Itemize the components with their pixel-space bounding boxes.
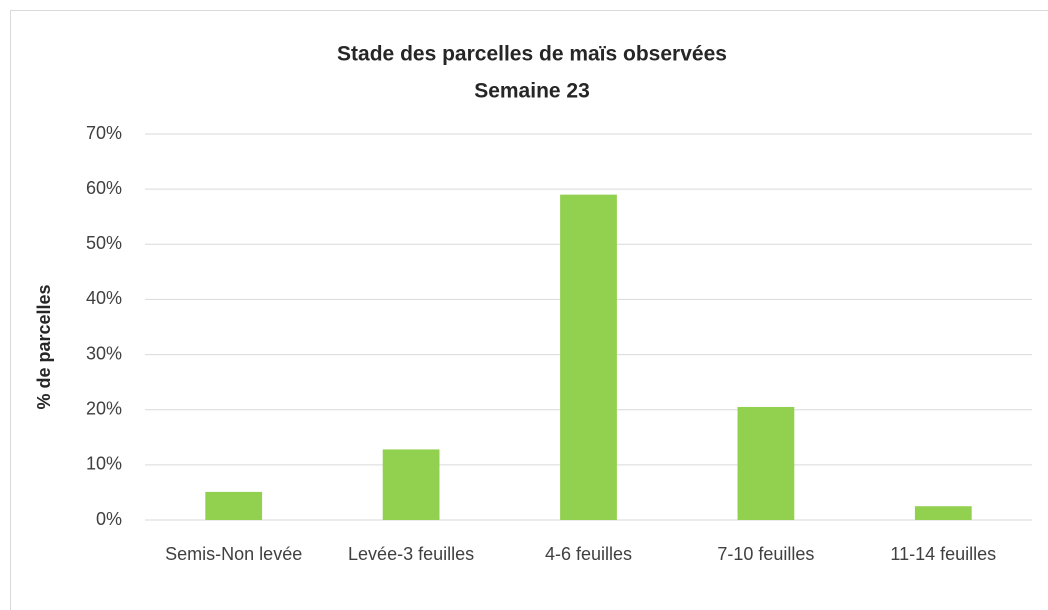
y-tick-label: 0% [96,509,122,529]
chart-border [10,10,1048,610]
chart-subtitle: Semaine 23 [474,80,590,103]
y-axis-title: % de parcelles [34,284,54,409]
y-tick-label: 40% [86,288,122,308]
chart-title: Stade des parcelles de maïs observées [337,43,727,66]
x-tick-label: 4-6 feuilles [544,544,633,564]
x-tick-label: Semis-Non levée [165,544,303,564]
y-tick-label: 60% [86,178,122,198]
y-tick-label: 10% [86,454,122,474]
y-tick-label: 70% [86,123,122,143]
y-tick-label: 30% [86,343,122,363]
bar [914,506,972,520]
x-tick-label: 11-14 feuilles [890,544,997,564]
bar [737,406,795,520]
x-tick-label: 7-10 feuilles [717,544,815,564]
y-tick-label: 50% [86,233,122,253]
x-tick-label: Levée-3 feuilles [348,544,475,564]
bar [382,449,440,520]
bar [205,491,263,520]
bar [560,194,617,520]
y-tick-label: 20% [86,398,122,418]
